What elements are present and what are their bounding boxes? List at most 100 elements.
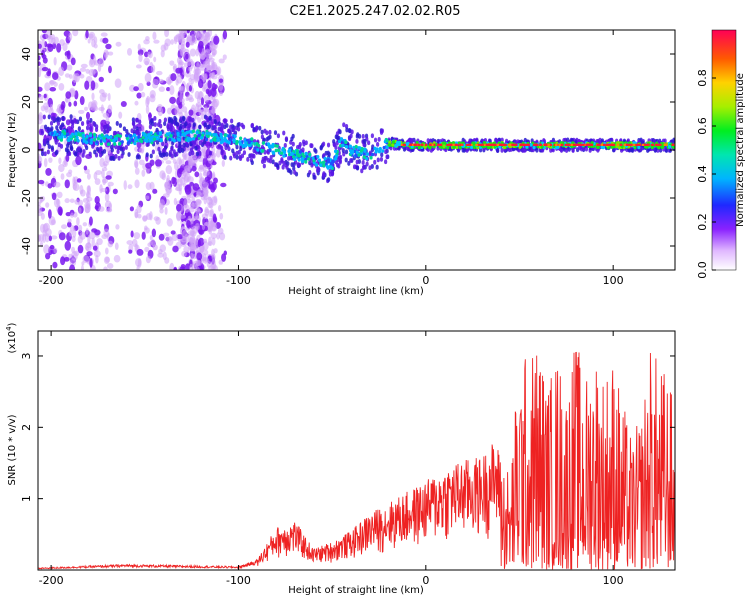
spectrogram-core-point: [322, 163, 326, 168]
spectrogram-noise-point: [157, 106, 164, 117]
spectrogram-noise-point: [138, 159, 145, 166]
spectrogram-noise-point: [43, 102, 50, 110]
spectrogram-band-point: [365, 161, 369, 167]
spectrogram-band-point: [56, 121, 60, 126]
spectrogram-noise-point: [169, 60, 175, 66]
spectrogram-band-point: [46, 126, 50, 132]
spectrogram-noise-point: [103, 163, 107, 169]
spectrogram-band-point: [600, 138, 605, 144]
spectrogram-y-label: Frequency (Hz): [7, 112, 18, 188]
spectrogram-band-point: [67, 140, 71, 146]
spectrogram-band-point: [263, 128, 267, 134]
spectrogram-noise-point: [98, 57, 105, 68]
spectrogram-band-point: [82, 149, 86, 154]
spectrogram-noise-point: [175, 186, 182, 192]
spectrogram-band-point: [149, 153, 153, 159]
spectrogram-band-point: [377, 136, 381, 142]
spectrogram-core-point: [158, 131, 163, 135]
spectrogram-band-point: [160, 153, 164, 158]
spectrogram-noise-point: [143, 51, 149, 58]
spectrogram-core-point: [59, 138, 64, 142]
spectrogram-noise-point: [88, 231, 96, 240]
snr-scale-base: (x10: [7, 331, 18, 354]
spectrogram-core-point: [63, 131, 67, 136]
spectrogram-noise-point: [48, 157, 53, 164]
spectrogram-core-point: [133, 138, 138, 142]
spectrogram-core-point: [295, 149, 300, 153]
spectrogram-core-point: [381, 149, 385, 153]
spectrogram-core-point: [281, 148, 285, 152]
spectrogram-noise-point: [199, 165, 204, 170]
spectrogram-noise-point: [200, 245, 204, 254]
spectrogram-band-point: [355, 138, 359, 144]
spectrogram-noise-point: [134, 100, 139, 106]
spectrogram-noise-point: [208, 109, 213, 115]
spectrogram-noise-point: [85, 228, 89, 235]
spectrogram-peak-point: [560, 143, 564, 146]
spectrogram-core-point: [168, 137, 172, 142]
colorbar-tick-label: 0.6: [696, 117, 709, 135]
spectrogram-peak-point: [526, 143, 529, 146]
spectrogram-band-point: [352, 164, 357, 170]
spectrogram-peak-point: [481, 143, 484, 146]
spectrogram-noise-point: [66, 172, 72, 178]
spectrogram-noise-point: [204, 73, 208, 81]
spectrogram-noise-point: [101, 167, 108, 172]
spectrogram-noise-point: [107, 240, 114, 248]
spectrogram-band-point: [265, 136, 269, 142]
spectrogram-noise-point: [84, 80, 90, 90]
spectrogram-noise-point: [183, 246, 190, 253]
spectrogram-noise-point: [213, 177, 218, 184]
spectrogram-noise-point: [62, 42, 68, 52]
spectrogram-band-point: [89, 126, 93, 131]
spectrogram-noise-point: [211, 64, 218, 70]
spectrogram-band-point: [173, 115, 177, 121]
spectrogram-core-point: [141, 135, 145, 140]
spectrogram-noise-point: [181, 158, 185, 167]
spectrogram-peak-point: [663, 143, 667, 146]
spectrogram-noise-point: [194, 222, 200, 231]
spectrogram-core-point: [126, 141, 131, 145]
spectrogram-noise-point: [94, 205, 99, 210]
spectrogram-core-point: [204, 137, 209, 142]
spectrogram-noise-point: [72, 30, 79, 37]
spectrogram-band-point: [231, 127, 236, 133]
spectrogram-noise-point: [98, 106, 105, 111]
spectrogram-core-point: [112, 139, 116, 143]
spectrogram-noise-point: [94, 196, 100, 204]
spectrogram-noise-point: [99, 89, 105, 95]
x-tick-label: -200: [39, 274, 64, 287]
spectrogram-noise-point: [83, 165, 88, 171]
spectrogram-noise-point: [50, 235, 58, 240]
spectrogram-noise-point: [165, 160, 172, 165]
spectrogram-noise-point: [195, 259, 202, 267]
spectrogram-noise-point: [52, 261, 58, 269]
spectrogram-core-point: [219, 135, 223, 139]
spectrogram-peak-point: [448, 143, 451, 146]
spectrogram-core-point: [191, 129, 196, 134]
spectrogram-core-point: [92, 132, 97, 137]
spectrogram-peak-point: [452, 143, 455, 146]
spectrogram-core-point: [385, 145, 389, 150]
spectrogram-core-point: [256, 148, 260, 152]
spectrogram-peak-point: [577, 143, 580, 146]
spectrogram-noise-point: [45, 168, 52, 176]
spectrogram-band-point: [373, 137, 378, 143]
spectrogram-noise-point: [172, 159, 178, 164]
spectrogram-noise-point: [115, 41, 122, 47]
spectrogram-noise-point: [79, 184, 84, 195]
spectrogram-core-point: [244, 140, 248, 145]
spectrogram-band-point: [258, 125, 262, 131]
spectrogram-noise-point: [61, 224, 68, 230]
spectrogram-noise-point: [38, 67, 42, 78]
spectrogram-core-point: [93, 138, 97, 142]
spectrogram-core-point: [187, 136, 191, 141]
spectrogram-noise-point: [176, 204, 182, 212]
spectrogram-core-point: [76, 139, 80, 143]
svg-text:(x104): (x104): [5, 322, 18, 353]
spectrogram-noise-point: [189, 245, 197, 252]
spectrogram-band-point: [155, 139, 160, 145]
spectrogram-peak-point: [673, 143, 675, 146]
spectrogram-band-point: [360, 168, 364, 174]
spectrogram-noise-point: [115, 224, 120, 230]
